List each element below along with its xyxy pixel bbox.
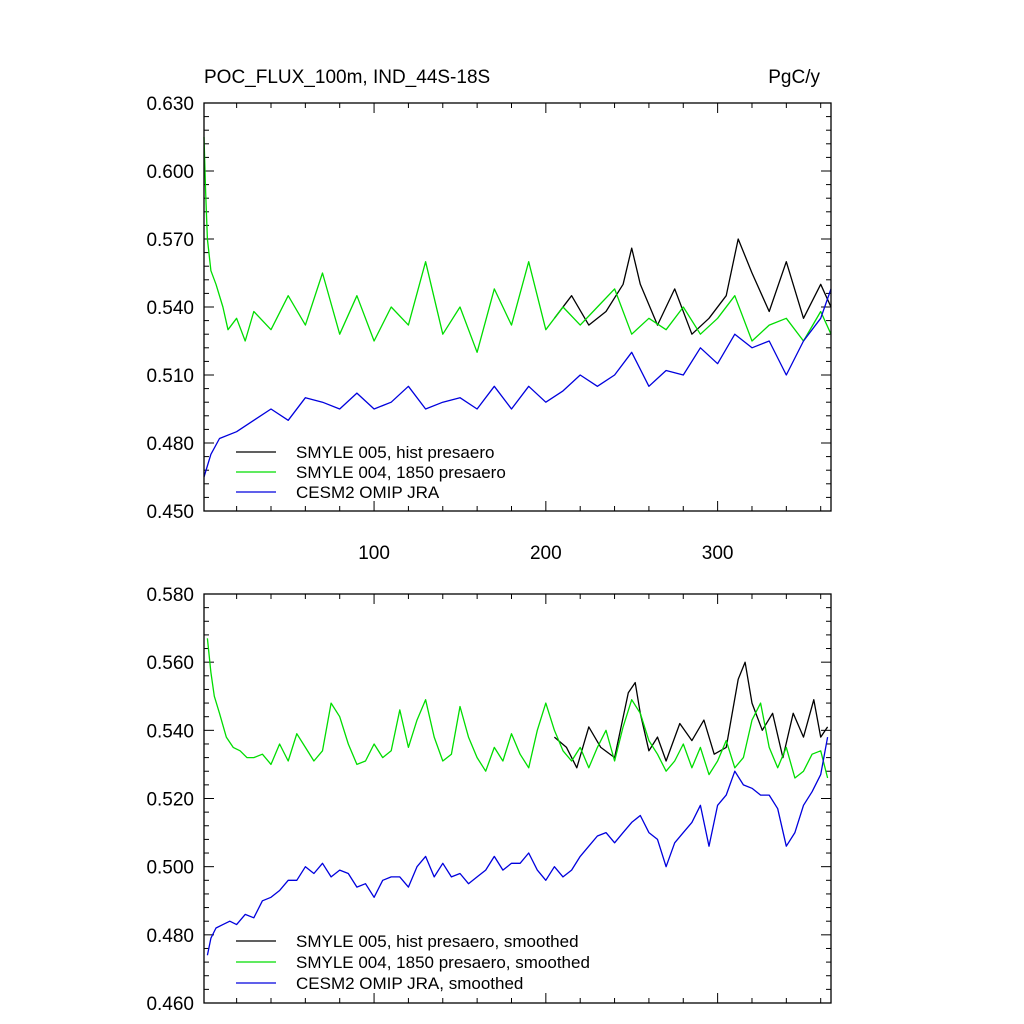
top-plot-frame	[203, 102, 832, 512]
top-axis-ticks: 0.450 0.480 0.510 0.540 0.570 0.600 0.630 100 20…	[146, 94, 831, 564]
top-series-lines	[203, 136, 832, 478]
y-tick-label: 0.580	[146, 585, 194, 606]
bottom-series-lines	[206, 638, 829, 956]
y-tick-label: 0.450	[146, 502, 194, 523]
y-tick-label: 0.460	[146, 994, 194, 1015]
units-label: PgC/y	[768, 67, 820, 88]
top-legend: SMYLE 005, hist presaero SMYLE 004, 1850…	[236, 443, 506, 502]
x-tick-label: 300	[702, 543, 734, 564]
y-tick-label: 0.540	[146, 721, 194, 742]
y-tick-label: 0.520	[146, 790, 194, 811]
legend-label-smyle004: SMYLE 004, 1850 presaero	[296, 463, 506, 482]
bottom-series-line-0	[553, 661, 829, 769]
top-series-line-0	[553, 238, 832, 335]
bottom-series-line-2	[206, 736, 829, 956]
y-tick-label: 0.600	[146, 162, 194, 183]
x-tick-label: 100	[358, 543, 390, 564]
y-tick-label: 0.510	[146, 366, 194, 387]
legend-label-omip-smoothed: CESM2 OMIP JRA, smoothed	[296, 974, 523, 993]
x-tick-label: 200	[530, 543, 562, 564]
top-panel: POC_FLUX_100m, IND_44S-18S PgC/y 0.4500.…	[146, 67, 832, 564]
y-tick-label: 0.480	[146, 434, 194, 455]
bottom-legend: SMYLE 005, hist presaero, smoothed SMYLE…	[236, 932, 590, 993]
bottom-plot-frame	[203, 593, 832, 1004]
y-tick-label: 0.500	[146, 858, 194, 879]
y-tick-label: 0.570	[146, 230, 194, 251]
legend-label-smyle005: SMYLE 005, hist presaero	[296, 443, 494, 462]
top-series-line-2	[203, 288, 832, 478]
legend-label-smyle004-smoothed: SMYLE 004, 1850 presaero, smoothed	[296, 953, 590, 972]
y-tick-label: 0.480	[146, 926, 194, 947]
bottom-axis-ticks: 0.460 0.480 0.500 0.520 0.540 0.560 0.580	[146, 585, 831, 1015]
chart-title: POC_FLUX_100m, IND_44S-18S	[204, 67, 490, 88]
y-tick-label: 0.630	[146, 94, 194, 115]
legend-label-smyle005-smoothed: SMYLE 005, hist presaero, smoothed	[296, 932, 579, 951]
bottom-series-line-1	[206, 638, 829, 779]
bottom-panel: 0.460 0.480 0.500 0.520 0.540 0.560 0.580 SMYL…	[146, 585, 832, 1015]
top-series-line-1	[203, 136, 832, 353]
y-tick-label: 0.540	[146, 298, 194, 319]
legend-label-omip: CESM2 OMIP JRA	[296, 483, 440, 502]
y-tick-label: 0.560	[146, 653, 194, 674]
